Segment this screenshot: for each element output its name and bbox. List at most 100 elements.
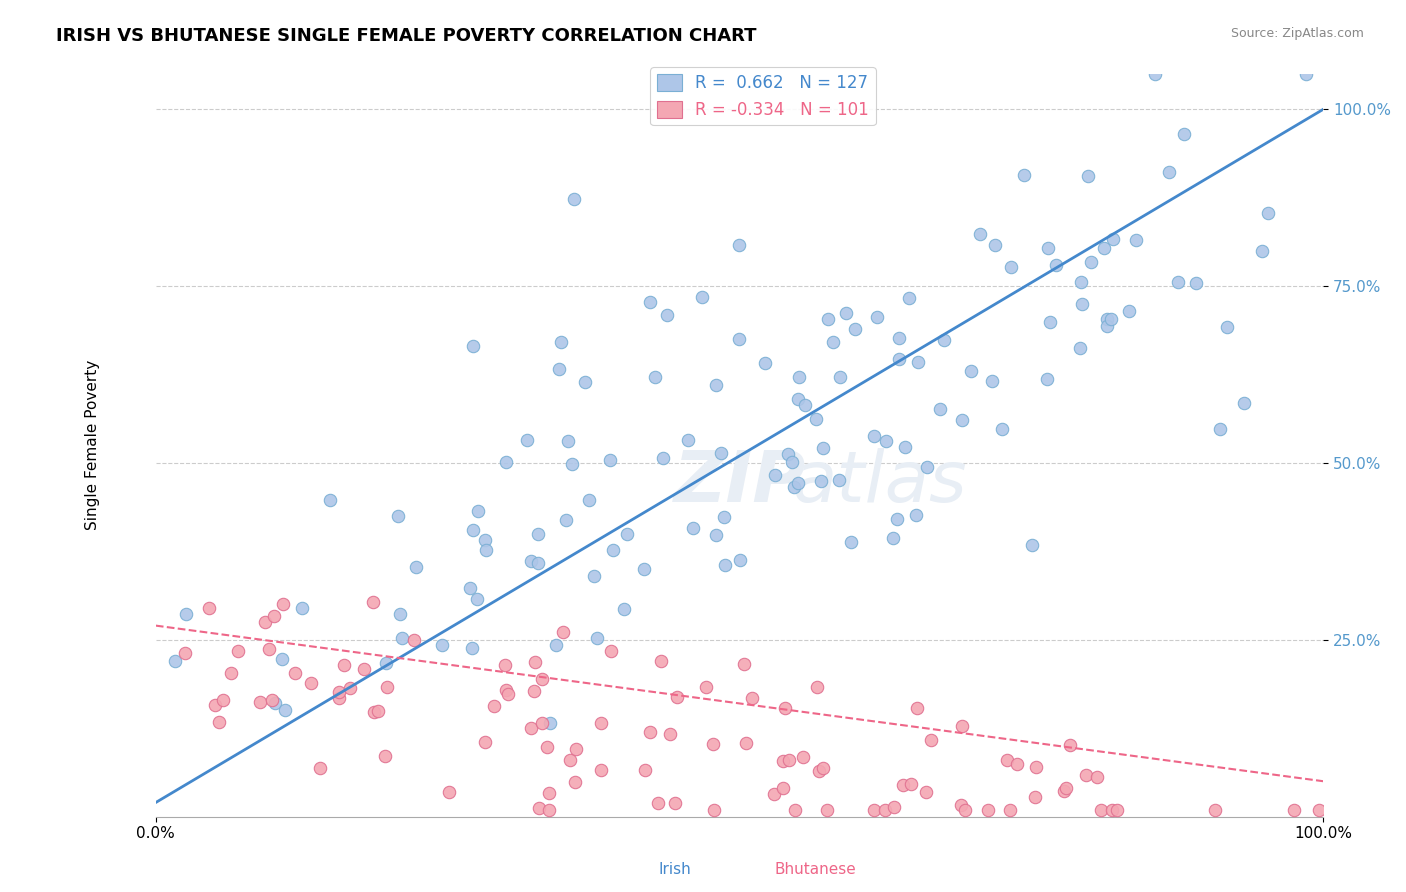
Point xyxy=(772,780,794,795)
Text: Irish: Irish xyxy=(658,863,692,877)
Point xyxy=(889,331,911,345)
Point xyxy=(520,554,543,568)
Point xyxy=(1144,67,1167,81)
Point xyxy=(754,356,776,370)
Point xyxy=(682,521,704,535)
Point xyxy=(1308,803,1330,817)
Point xyxy=(1024,790,1046,805)
Point xyxy=(804,412,827,426)
Point xyxy=(714,558,737,572)
Point xyxy=(875,803,897,817)
Point xyxy=(363,705,385,719)
Point xyxy=(905,701,928,715)
Point xyxy=(1102,232,1125,246)
Point xyxy=(650,654,672,668)
Point xyxy=(465,591,488,606)
Point xyxy=(960,363,983,377)
Point xyxy=(198,601,221,615)
Point xyxy=(367,704,389,718)
Point xyxy=(828,473,851,487)
Point xyxy=(817,803,839,817)
Point xyxy=(817,312,839,326)
Point xyxy=(981,374,1004,388)
Point xyxy=(1036,372,1059,386)
Point xyxy=(1099,312,1122,326)
Point xyxy=(173,646,195,660)
Point xyxy=(530,672,553,686)
Point xyxy=(778,447,800,461)
Point xyxy=(1090,803,1112,817)
Point xyxy=(932,334,955,348)
Point xyxy=(467,504,489,518)
Point xyxy=(1233,396,1256,410)
Point xyxy=(875,434,897,448)
Point xyxy=(299,675,322,690)
Point xyxy=(984,237,1007,252)
Point xyxy=(1095,312,1118,326)
Point xyxy=(375,680,398,694)
Point xyxy=(211,693,233,707)
Point xyxy=(785,803,807,817)
Point xyxy=(482,699,505,714)
Point xyxy=(1025,760,1047,774)
Point xyxy=(523,656,546,670)
Point xyxy=(844,321,866,335)
Point xyxy=(589,716,612,731)
Point xyxy=(709,445,731,459)
Point xyxy=(862,429,884,443)
Point xyxy=(904,508,927,522)
Point xyxy=(950,797,973,812)
Point xyxy=(762,787,785,801)
Point xyxy=(527,527,550,541)
Point xyxy=(907,354,929,368)
Point xyxy=(780,455,803,469)
Point xyxy=(1059,738,1081,752)
Point xyxy=(1092,241,1115,255)
Point xyxy=(561,457,583,471)
Point xyxy=(1074,768,1097,782)
Point xyxy=(863,803,886,817)
Point xyxy=(644,369,666,384)
Point xyxy=(950,413,973,427)
Point xyxy=(463,523,485,537)
Y-axis label: Single Female Poverty: Single Female Poverty xyxy=(86,360,100,531)
Point xyxy=(787,370,810,384)
Point xyxy=(811,442,834,456)
Point xyxy=(839,534,862,549)
Point xyxy=(894,440,917,454)
Point xyxy=(495,455,517,469)
Point xyxy=(704,377,727,392)
Point xyxy=(1216,320,1239,334)
Point xyxy=(375,656,398,670)
Point xyxy=(339,681,361,695)
Point xyxy=(602,542,624,557)
Legend: R =  0.662   N = 127, R = -0.334   N = 101: R = 0.662 N = 127, R = -0.334 N = 101 xyxy=(650,68,876,126)
Point xyxy=(786,392,808,406)
Point xyxy=(474,542,496,557)
Point xyxy=(1077,169,1099,183)
Point xyxy=(713,509,735,524)
Point xyxy=(613,601,636,615)
Point xyxy=(772,754,794,768)
Point xyxy=(1105,803,1128,817)
Text: Bhutanese: Bhutanese xyxy=(775,863,856,877)
Point xyxy=(823,334,845,349)
Point xyxy=(734,736,756,750)
Point xyxy=(308,760,330,774)
Point xyxy=(402,632,425,647)
Point xyxy=(319,492,342,507)
Point xyxy=(830,370,852,384)
Point xyxy=(430,638,453,652)
Point xyxy=(557,434,579,448)
Point xyxy=(676,433,699,447)
Point xyxy=(460,581,482,595)
Point xyxy=(537,803,560,817)
Point xyxy=(538,715,561,730)
Point xyxy=(1054,781,1077,796)
Point xyxy=(389,607,412,621)
Point xyxy=(461,641,484,656)
Point xyxy=(589,763,612,777)
Point xyxy=(638,724,661,739)
Point xyxy=(616,526,638,541)
Point xyxy=(1251,244,1274,258)
